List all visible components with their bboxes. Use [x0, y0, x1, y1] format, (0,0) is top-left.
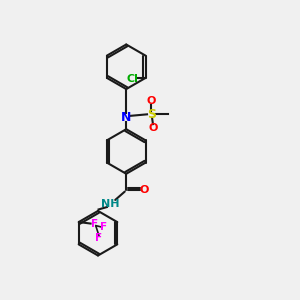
- Text: NH: NH: [100, 199, 119, 208]
- Text: F: F: [100, 221, 107, 232]
- Text: O: O: [148, 123, 158, 133]
- Text: Cl: Cl: [126, 74, 138, 84]
- Text: O: O: [147, 96, 156, 106]
- Text: F: F: [95, 232, 103, 242]
- Text: O: O: [140, 185, 149, 195]
- Text: F: F: [92, 219, 99, 229]
- Text: S: S: [147, 108, 156, 121]
- Text: N: N: [121, 111, 131, 124]
